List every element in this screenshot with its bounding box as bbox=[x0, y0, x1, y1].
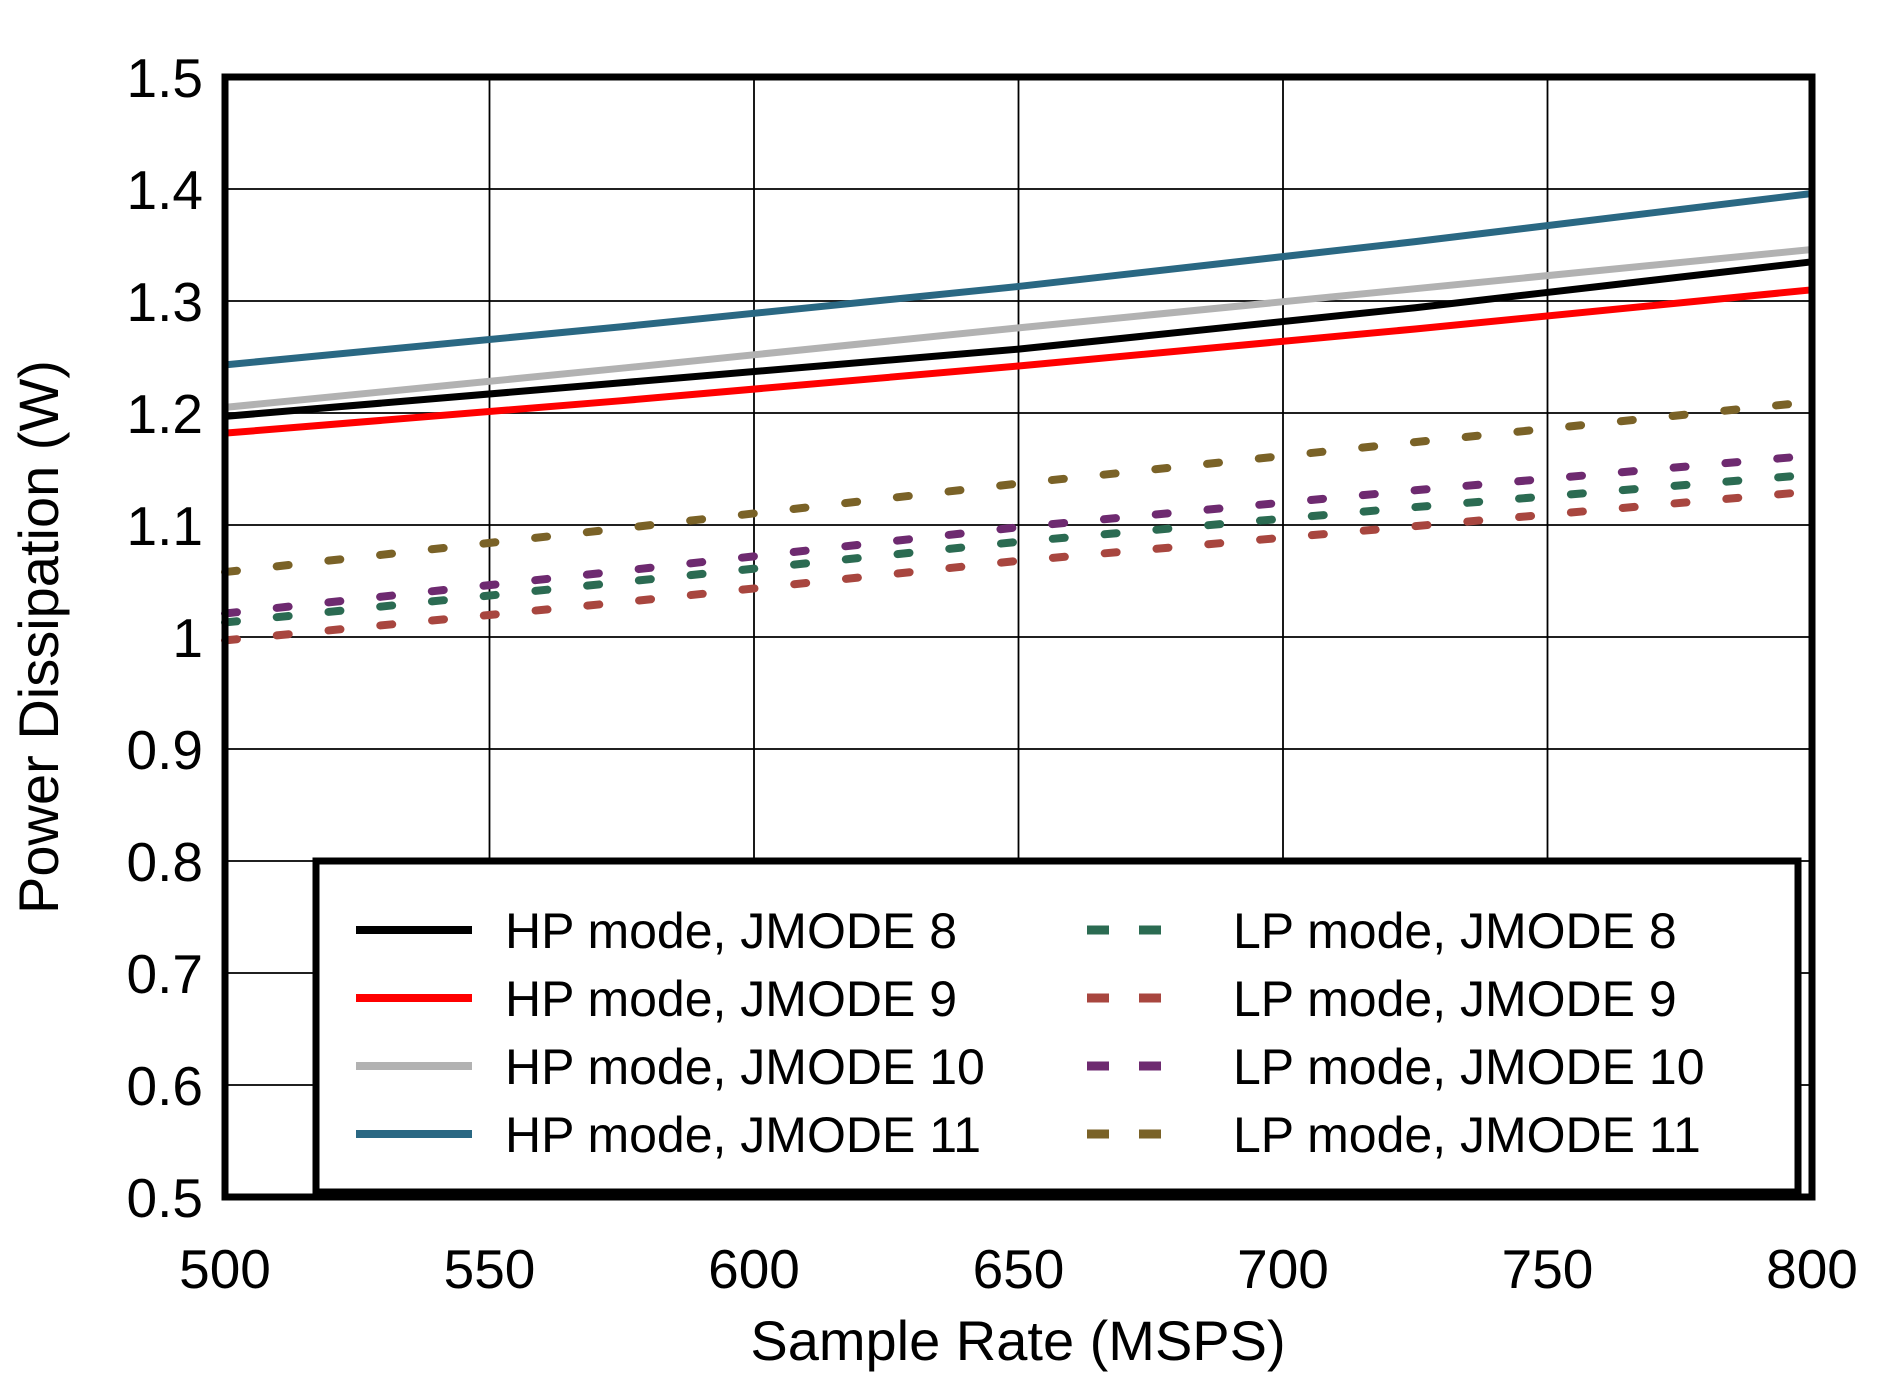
y-tick-label: 1.1 bbox=[127, 495, 203, 557]
y-tick-label: 1.3 bbox=[127, 271, 203, 333]
x-tick-label: 700 bbox=[1237, 1238, 1329, 1300]
x-tick-label: 550 bbox=[444, 1238, 536, 1300]
x-tick-label: 650 bbox=[973, 1238, 1065, 1300]
y-axis-title: Power Dissipation (W) bbox=[7, 360, 70, 914]
legend-entry-label: HP mode, JMODE 11 bbox=[505, 1107, 981, 1163]
x-tick-label: 800 bbox=[1766, 1238, 1858, 1300]
plot-border bbox=[221, 73, 1816, 1201]
y-tick-label: 0.7 bbox=[127, 943, 203, 1005]
series-line bbox=[221, 451, 1816, 618]
x-axis-title: Sample Rate (MSPS) bbox=[750, 1309, 1285, 1372]
y-tick-label: 0.9 bbox=[127, 719, 203, 781]
legend-box bbox=[312, 857, 1802, 1196]
x-tick-label: 500 bbox=[179, 1238, 271, 1300]
series-layer bbox=[221, 190, 1816, 645]
y-tick-label: 1.5 bbox=[127, 47, 203, 109]
legend-entry-label: LP mode, JMODE 9 bbox=[1233, 971, 1677, 1027]
tick-labels: 0.5 0.6 0.7 0.8 0.9 1 1.1 1.2 1.3 1.4 1.5 500 550 600… bbox=[127, 47, 1858, 1300]
series-line bbox=[224, 190, 1813, 369]
x-tick-label: 750 bbox=[1502, 1238, 1594, 1300]
y-tick-label: 0.8 bbox=[127, 831, 203, 893]
legend-entry-label: LP mode, JMODE 8 bbox=[1233, 903, 1677, 959]
series-line bbox=[224, 258, 1813, 420]
series-line bbox=[221, 487, 1816, 645]
plot-frame bbox=[221, 73, 1816, 1201]
series-line bbox=[224, 245, 1813, 411]
legend-entry-label: HP mode, JMODE 8 bbox=[505, 903, 957, 959]
y-tick-label: 1 bbox=[172, 607, 203, 669]
y-tick-label: 1.2 bbox=[127, 383, 203, 445]
x-tick-label: 600 bbox=[708, 1238, 800, 1300]
series-line bbox=[221, 470, 1816, 627]
legend-entry-label: LP mode, JMODE 11 bbox=[1233, 1107, 1701, 1163]
y-tick-label: 1.4 bbox=[127, 159, 203, 221]
legend-entry-label: HP mode, JMODE 10 bbox=[505, 1039, 985, 1095]
legend-entry-label: LP mode, JMODE 10 bbox=[1233, 1039, 1705, 1095]
series-line bbox=[224, 286, 1813, 437]
y-tick-label: 0.5 bbox=[127, 1167, 203, 1229]
legend: HP mode, JMODE 8 HP mode, JMODE 9 HP mode,… bbox=[312, 857, 1802, 1196]
y-tick-label: 0.6 bbox=[127, 1055, 203, 1117]
series-line bbox=[221, 397, 1816, 577]
legend-entry-label: HP mode, JMODE 9 bbox=[505, 971, 957, 1027]
